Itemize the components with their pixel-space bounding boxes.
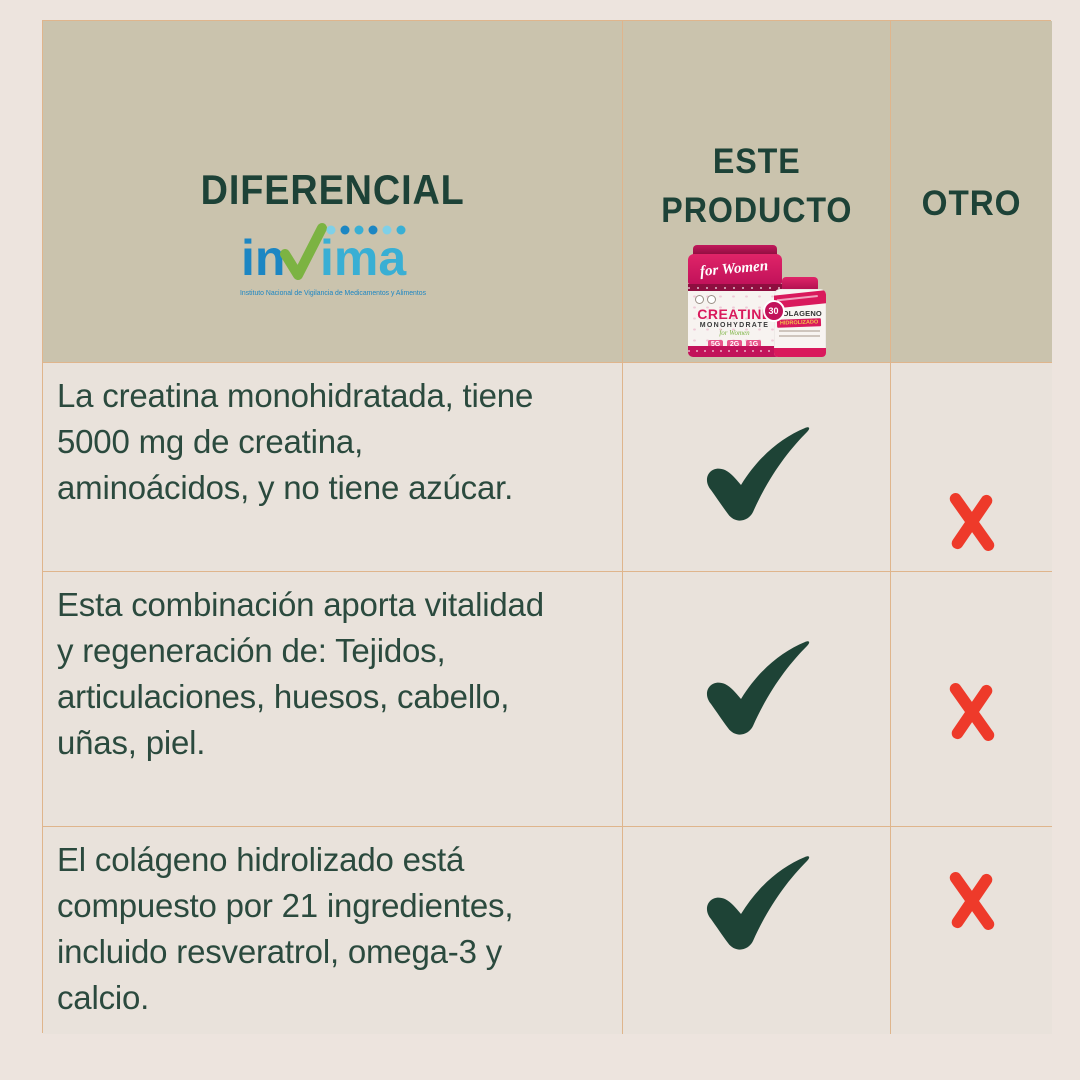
- invima-check-icon: [279, 223, 327, 281]
- dose-badge: 1G: [746, 340, 761, 349]
- row3-otro-cell: [891, 827, 1052, 1034]
- otro-title: OTRO: [921, 184, 1022, 223]
- product-images: for Women CREATINE MONOHYDRATE for Women…: [687, 243, 826, 357]
- invima-logo-dots: [326, 225, 405, 235]
- creatine-tub-image: for Women CREATINE MONOHYDRATE for Women…: [687, 245, 785, 357]
- cross-icon: [949, 493, 994, 551]
- collagen-text-line: [779, 330, 820, 332]
- header-cell-este-producto: ESTE PRODUCTO for Women CREATINE MONOHYD…: [623, 21, 891, 363]
- row1-este-producto-cell: [623, 363, 891, 572]
- collagen-bottle-label: COLAGENO HIDROLIZADO: [773, 289, 826, 357]
- row1-otro-cell: [891, 363, 1052, 572]
- check-icon: [706, 427, 809, 521]
- invima-logo-in: in: [241, 230, 285, 286]
- collagen-text-line: [779, 335, 820, 337]
- creatine-dose-badges: 5G 2G 1G: [708, 340, 761, 349]
- row3-description: El colágeno hidrolizado está compuesto p…: [43, 827, 623, 1034]
- invima-logo: in ima Instituto Nacional de Vigilancia …: [240, 223, 426, 297]
- collagen-bottom-band: [773, 348, 826, 357]
- creatine-tub-strip: [687, 284, 782, 291]
- row2-description: Esta combinación aporta vitalidad y rege…: [43, 572, 623, 827]
- creatine-seal-icon: [706, 295, 716, 304]
- collagen-subtitle: HIDROLIZADO: [777, 318, 822, 328]
- row2-este-producto-cell: [623, 572, 891, 827]
- collagen-bottle-cap: [781, 277, 818, 290]
- este-producto-title-line1: ESTE: [712, 142, 801, 181]
- creatine-tub-bottom-band: [687, 346, 782, 357]
- creatine-subtitle: MONOHYDRATE: [699, 322, 770, 329]
- collagen-bottle-image: COLAGENO HIDROLIZADO: [773, 277, 826, 357]
- row3-este-producto-cell: [623, 827, 891, 1034]
- invima-logo-ima: ima: [320, 230, 407, 286]
- check-icon: [706, 641, 809, 735]
- row1-description: La creatina monohidratada, tiene 5000 mg…: [43, 363, 623, 572]
- header-cell-otro: OTRO: [891, 21, 1052, 363]
- creatine-tub-ribbon: for Women: [687, 254, 782, 284]
- dose-badge: 5G: [708, 340, 723, 349]
- dose-badge: 2G: [727, 340, 742, 349]
- creatine-accent-text: for Women: [719, 329, 750, 337]
- cross-icon: [949, 683, 994, 741]
- creatine-tub-lid: [692, 245, 777, 255]
- cross-icon: [949, 871, 994, 930]
- comparison-table: DIFERENCIAL in ima Instituto Nacional de…: [42, 20, 1052, 1034]
- check-icon: [706, 855, 809, 950]
- invima-subtext: Instituto Nacional de Vigilancia de Medi…: [240, 288, 426, 297]
- diferencial-title: DIFERENCIAL: [200, 166, 465, 213]
- creatine-name: CREATINE: [697, 306, 772, 322]
- este-producto-title-line2: PRODUCTO: [660, 191, 853, 230]
- creatine-servings-badge: 30: [762, 300, 785, 322]
- collagen-name: COLAGENO: [777, 309, 822, 318]
- creatine-ribbon-text: for Women: [699, 257, 770, 280]
- row2-otro-cell: [891, 572, 1052, 827]
- header-cell-diferencial: DIFERENCIAL in ima Instituto Nacional de…: [43, 21, 623, 363]
- creatine-seal-icon: [694, 295, 704, 304]
